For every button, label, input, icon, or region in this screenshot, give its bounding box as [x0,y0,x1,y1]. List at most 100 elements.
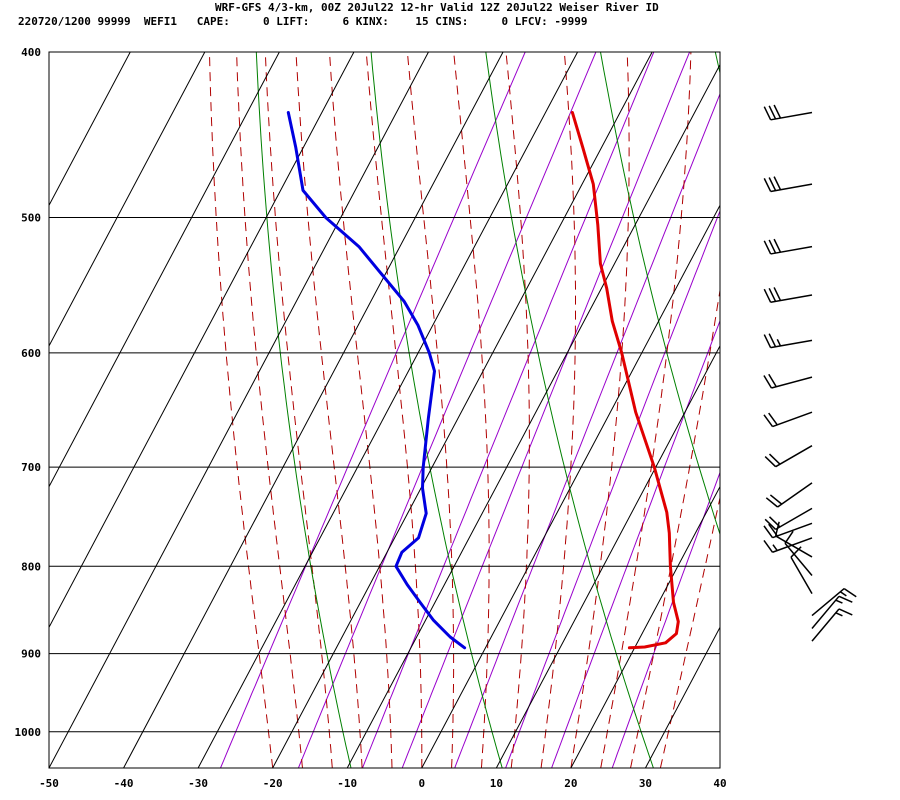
isotherm-line [346,63,720,768]
wind-barb [811,587,857,617]
temperature-tick-label: -30 [188,777,208,790]
mixing-ratio-line [505,209,720,768]
moist-adiabat-line [328,52,393,768]
mixing-ratio-line [454,92,720,768]
moist-adiabat-line [365,52,423,768]
barb-staff [811,595,840,629]
barb-feather [763,240,772,255]
moist-adiabat-line [406,52,455,768]
moist-adiabat-line [236,52,303,768]
dry-adiabat-line [255,52,352,768]
wind-barb [763,373,813,389]
barb-feather [768,333,777,348]
barb-half-feather [772,544,778,551]
sounding-profiles [286,111,680,650]
barb-feather [790,546,802,558]
wind-barb [763,411,813,428]
barb-feather [763,414,774,428]
barb-staff [775,445,813,468]
barb-feather [768,287,777,302]
chart-title: WRF-GFS 4/3-km, 00Z 20Jul22 12-hr Valid … [215,1,659,14]
chart-header: WRF-GFS 4/3-km, 00Z 20Jul22 12-hr Valid … [0,0,900,34]
barb-feather [773,287,782,301]
moist-adiabat-line [208,52,274,768]
barb-staff [790,556,813,594]
isotherm-line [272,52,653,768]
barb-half-feather [835,612,843,617]
barb-feather [768,412,778,426]
pressure-tick-label: 700 [21,461,41,474]
moist-adiabat-line [600,52,692,768]
barb-staff [775,535,813,558]
barb-feather [763,375,773,389]
dry-adiabat-line [599,52,720,536]
barb-feather [764,456,777,468]
pressure-tick-label: 1000 [15,726,42,739]
isotherm-line [49,52,355,629]
barb-feather [763,288,772,303]
isotherm-line [570,485,720,768]
barb-feather [765,497,779,508]
barb-staff [772,522,813,539]
barb-feather [774,521,780,537]
barb-feather [769,494,783,505]
pressure-tick-label: 600 [21,347,41,360]
barb-feather [838,608,853,616]
barb-feather [763,106,772,121]
pressure-tick-label: 900 [21,648,41,661]
dry-adiabat-line [714,52,720,76]
barb-staff [770,339,813,349]
barb-feather [763,178,772,192]
temperature-tick-label: -10 [337,777,357,790]
isotherm-line [197,52,579,768]
temperature-tick-label: 40 [713,777,726,790]
temperature-tick-label: 30 [639,777,652,790]
barb-feather [768,239,777,254]
barb-feather [763,540,774,553]
stability-indices: 220720/1200 99999 WEFI1 CAPE: 0 LIFT: 6 … [18,15,588,28]
mixing-ratio-line [297,52,597,768]
dry-adiabat-line [820,14,900,768]
barb-staff [770,294,813,304]
mixing-ratio-line [611,471,720,768]
barb-staff [770,183,813,193]
pressure-tick-label: 500 [21,212,41,225]
wind-barb [765,482,813,508]
wind-barb [790,546,813,594]
barb-staff [772,411,813,428]
isotherms [49,52,720,768]
mixing-ratio-line [401,52,691,768]
barb-staff [770,111,813,121]
pressure-tick-label: 400 [21,46,41,59]
pressure-axis-labels: 400 500 600 700 800 900 1000 [15,46,42,739]
barb-half-feather [776,339,782,347]
isotherm-line [49,52,206,348]
temperature-profile [570,111,680,650]
dewpoint-profile [286,111,467,650]
moist-adiabat-line [453,52,490,768]
moist-adiabat-line [540,52,576,768]
barb-staff [777,482,813,508]
temperature-tick-label: 0 [418,777,425,790]
temperature-axis-labels: -50 -40 -30 -20 -10 0 10 20 30 40 [39,777,727,790]
barb-staff [784,542,813,576]
barb-half-feather [835,599,843,604]
wind-barb [811,595,853,629]
barb-feather [784,530,794,544]
wind-barb [784,530,813,576]
barb-staff [775,507,813,531]
barb-staff [811,588,845,617]
moist-adiabat-line [264,52,333,768]
barb-feather [843,587,857,598]
mixing-ratio-line [551,319,720,768]
wind-barb [763,333,813,349]
wind-barb [763,287,813,304]
wind-barb [764,445,813,468]
dry-adiabats [255,14,900,768]
isotherm-line [495,344,720,768]
barb-feather [768,177,777,191]
moist-adiabat-line [570,52,630,768]
isotherm-line [421,204,720,768]
barb-feather [773,238,782,253]
